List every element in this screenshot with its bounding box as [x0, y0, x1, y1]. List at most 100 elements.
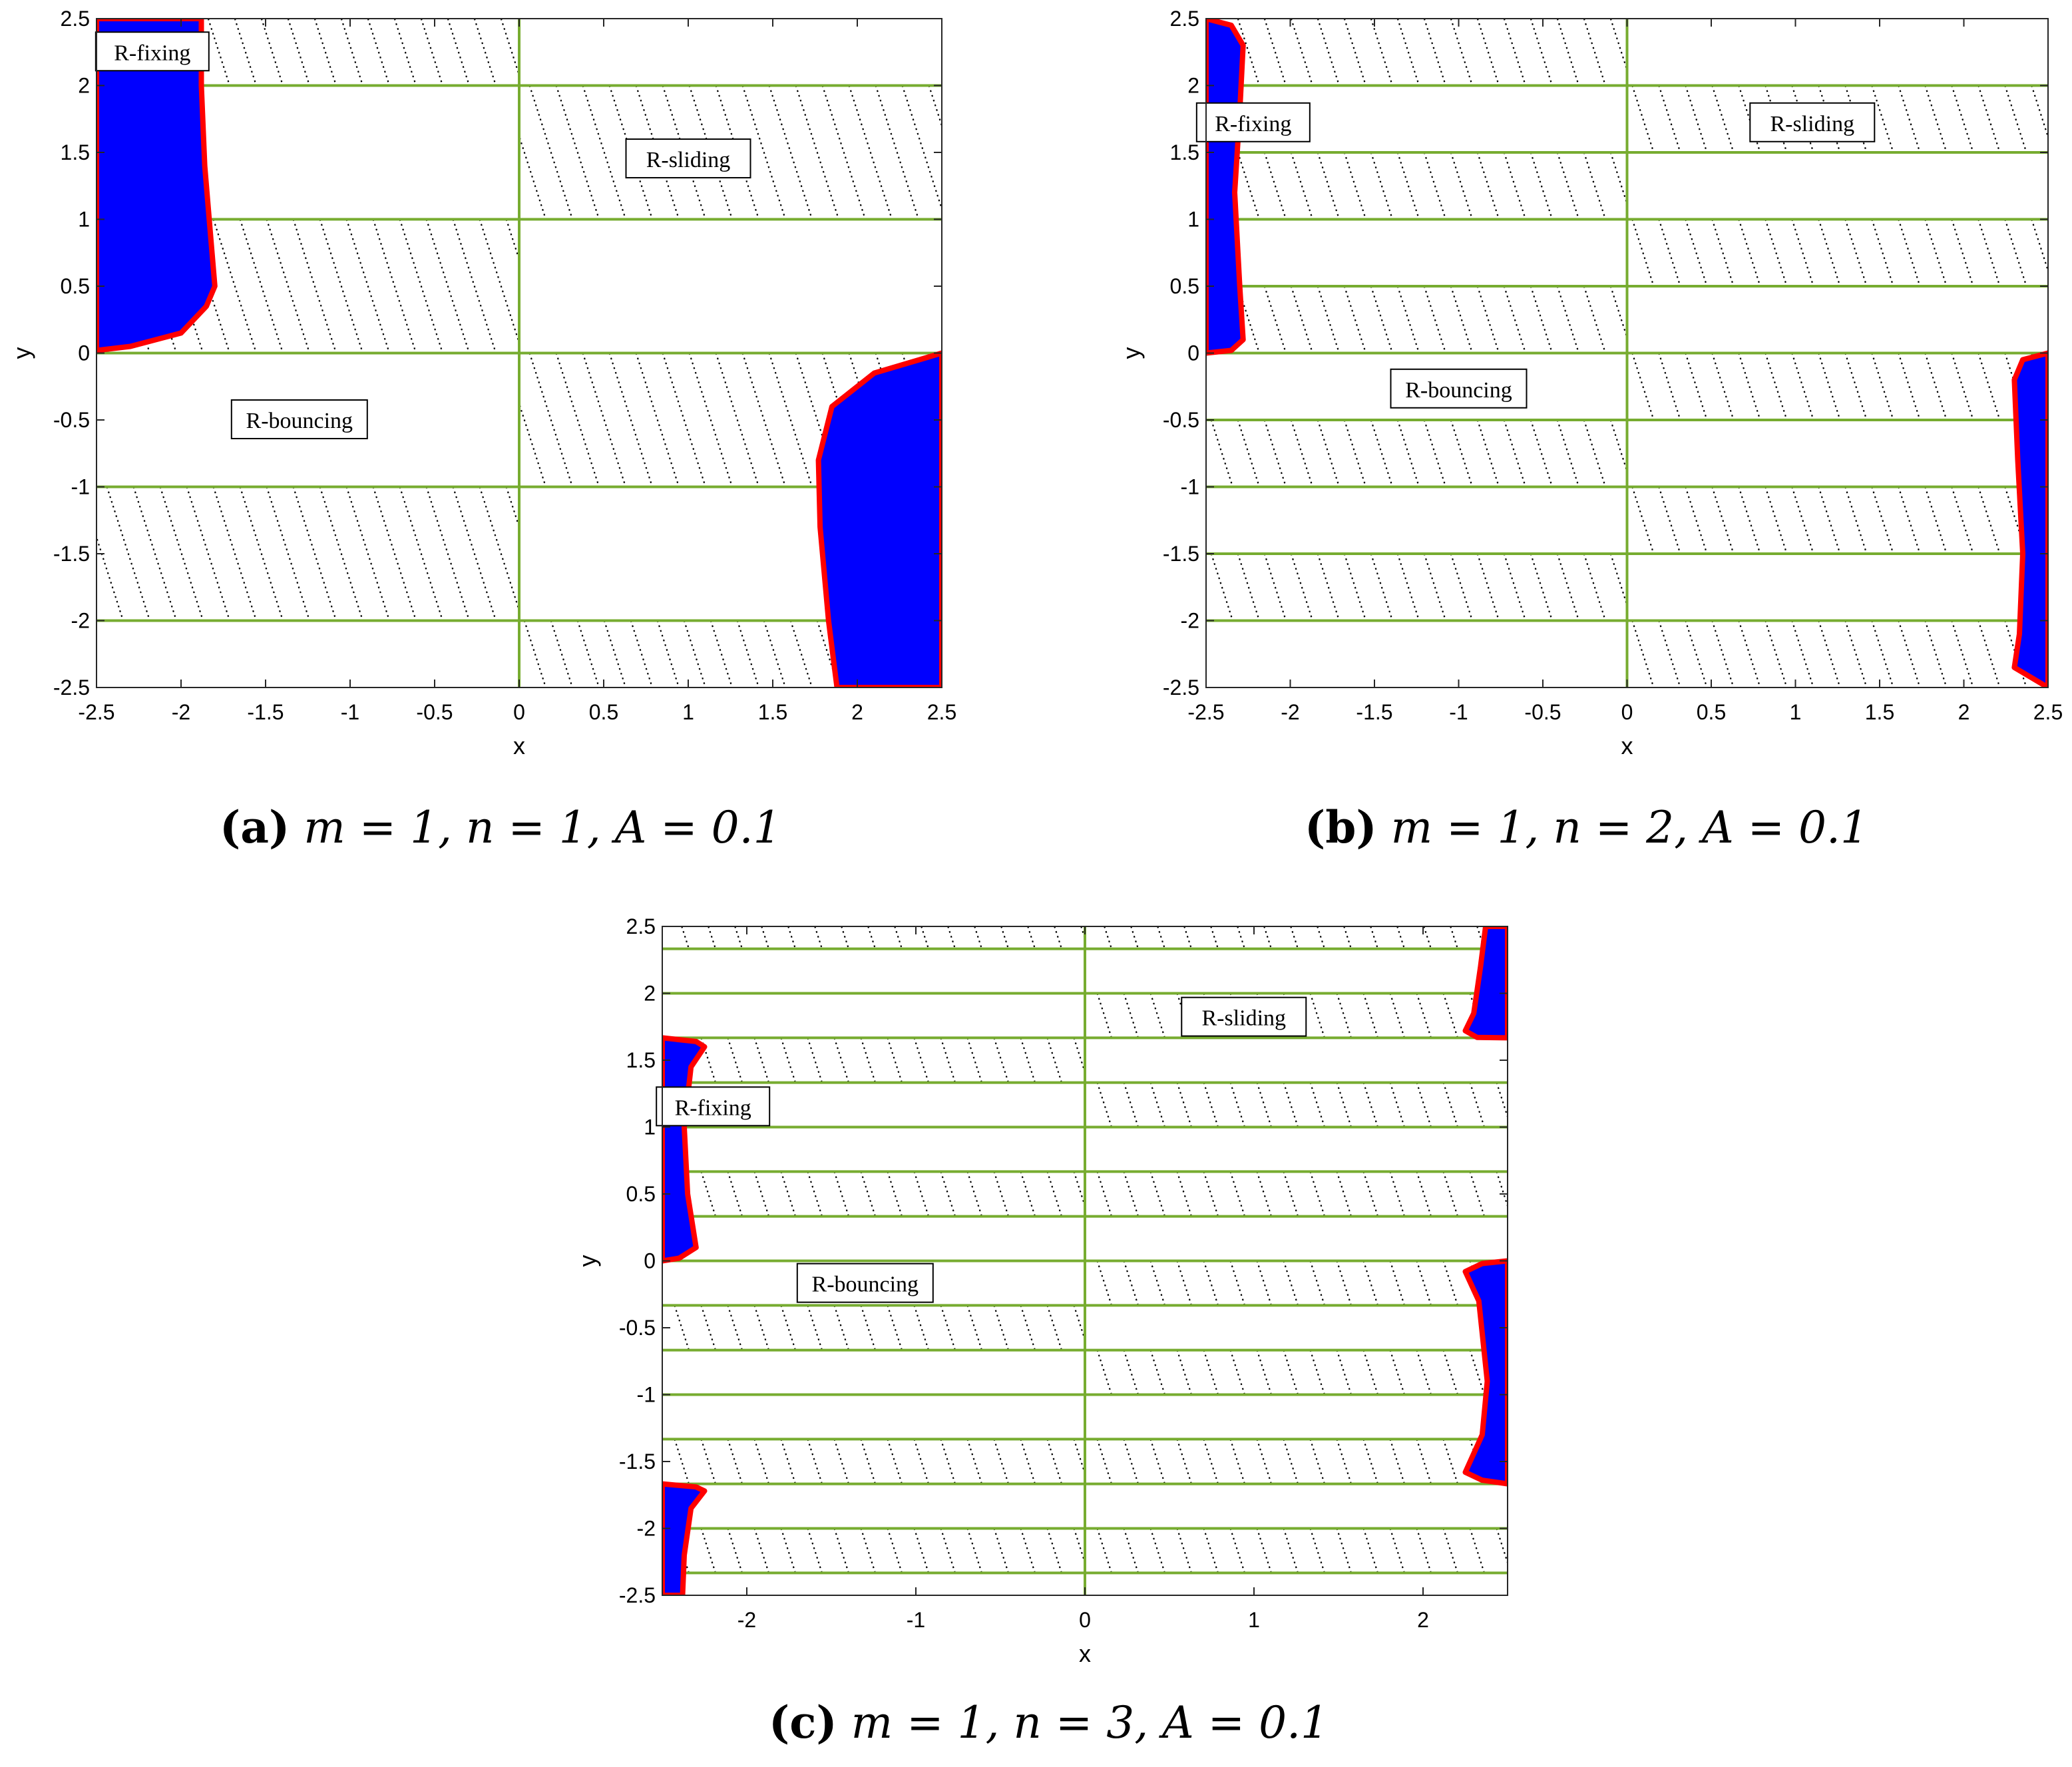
annotation-text: R-fixing	[1215, 112, 1291, 136]
hatch-line	[1530, 152, 1554, 220]
hatch-line	[345, 487, 391, 621]
hatch-line	[1263, 19, 1287, 86]
hatch-line	[1977, 219, 2001, 286]
blue-region	[1206, 19, 1246, 356]
y-axis-label: y	[8, 347, 35, 359]
hatch-line	[901, 85, 942, 212]
hatch-line	[1263, 152, 1287, 220]
hatch-line	[662, 353, 707, 487]
caption-b: (b) m = 1, n = 2, A = 0.1	[1305, 805, 1868, 850]
blue-region	[662, 1481, 708, 1595]
hatch-line	[1977, 85, 2001, 152]
hatch-line	[1951, 487, 1974, 554]
hatch-line	[1631, 620, 1655, 687]
hatch-line	[1658, 353, 1681, 420]
y-tick-label: -1	[637, 1383, 656, 1407]
hatch-line	[186, 487, 231, 621]
x-tick-label: 1.5	[1865, 700, 1894, 724]
annotation-text: R-sliding	[1770, 112, 1855, 136]
caption-b-formula: m = 1, n = 2, A = 0.1	[1390, 802, 1868, 853]
hatch-line	[319, 487, 364, 621]
hatch-line	[763, 620, 787, 687]
hatch-line	[1844, 487, 1868, 554]
hatch-line	[1343, 286, 1367, 353]
hatch-line	[1290, 152, 1314, 220]
hatch-line	[1791, 487, 1814, 554]
x-tick-label: 2	[851, 700, 863, 724]
hatch-line	[2004, 219, 2027, 286]
hatch-line	[1530, 420, 1554, 487]
y-tick-label: 2	[644, 982, 656, 1006]
hatch-line	[1524, 1529, 1538, 1573]
blue-region	[815, 350, 942, 687]
x-tick-label: -1.5	[1356, 700, 1392, 724]
hatch-line	[662, 946, 664, 949]
y-tick-label: -2	[71, 609, 90, 633]
hatch-line	[340, 19, 364, 86]
hatch-line	[1951, 219, 1974, 286]
hatch-line	[1685, 353, 1708, 420]
hatch-line	[1556, 554, 1580, 621]
region-annotation: R-fixing	[95, 31, 210, 72]
hatch-line	[1530, 554, 1554, 621]
hatch-line	[2058, 621, 2072, 688]
hatch-line	[1556, 19, 1580, 86]
blue-region	[1462, 1258, 1508, 1487]
hatch-line	[1263, 286, 1287, 353]
hatch-line	[260, 19, 284, 86]
hatch-line	[1871, 353, 1894, 420]
hatch-line	[789, 620, 813, 687]
y-tick-label: -2	[1181, 609, 1199, 633]
region-annotation: R-bouncing	[1390, 368, 1528, 409]
hatch-line	[528, 353, 574, 487]
hatch-line	[106, 487, 151, 621]
annotation-text: R-fixing	[114, 41, 190, 65]
hatch-line	[1631, 219, 1655, 286]
x-tick-label: 0	[513, 700, 525, 724]
hatch-line	[473, 19, 497, 86]
y-tick-label: 1	[78, 208, 90, 232]
hatch-line	[1263, 420, 1287, 487]
caption-c-formula: m = 1, n = 3, A = 0.1	[851, 1697, 1329, 1748]
hatch-line	[1609, 420, 1627, 474]
hatch-line	[1450, 420, 1474, 487]
hatch-line	[425, 219, 471, 353]
hatch-line	[1658, 219, 1681, 286]
hatch-line	[2031, 85, 2048, 140]
y-tick-label: -0.5	[619, 1316, 656, 1340]
hatch-line	[1423, 420, 1447, 487]
x-tick-label: -1	[907, 1608, 925, 1632]
x-tick-label: -2.5	[1187, 700, 1224, 724]
hatch-line	[821, 85, 867, 220]
hatch-line	[1396, 19, 1420, 86]
hatch-line	[1524, 1083, 1538, 1127]
hatched-cell	[1627, 219, 2048, 286]
x-tick-label: -2	[172, 700, 190, 724]
y-tick-label: 0.5	[61, 274, 90, 298]
hatch-line	[555, 85, 600, 220]
hatch-line	[1476, 152, 1500, 220]
hatch-line	[582, 353, 627, 487]
x-tick-label: 0.5	[1697, 700, 1726, 724]
hatch-line	[479, 487, 519, 613]
hatch-line	[1237, 554, 1261, 621]
hatched-cell	[1206, 554, 1627, 621]
x-tick-label: -1.5	[247, 700, 284, 724]
hatch-line	[1764, 620, 1788, 687]
x-tick-label: 1.5	[758, 700, 787, 724]
y-tick-label: -1.5	[619, 1450, 656, 1473]
hatch-line	[1530, 926, 1538, 949]
hatch-line	[1631, 487, 1655, 554]
hatch-line	[1450, 152, 1474, 220]
hatch-line	[1343, 420, 1367, 487]
hatch-line	[736, 620, 760, 687]
region-annotation: R-bouncing	[230, 399, 368, 439]
hatch-line	[452, 487, 497, 621]
hatch-line	[2004, 85, 2027, 152]
y-tick-label: 2.5	[626, 914, 656, 938]
caption-a: (a) m = 1, n = 1, A = 0.1	[220, 805, 781, 850]
x-tick-label: 2	[1417, 1608, 1429, 1632]
hatch-group	[1206, 19, 2072, 688]
hatch-line	[683, 620, 707, 687]
hatch-line	[1524, 1439, 1538, 1483]
